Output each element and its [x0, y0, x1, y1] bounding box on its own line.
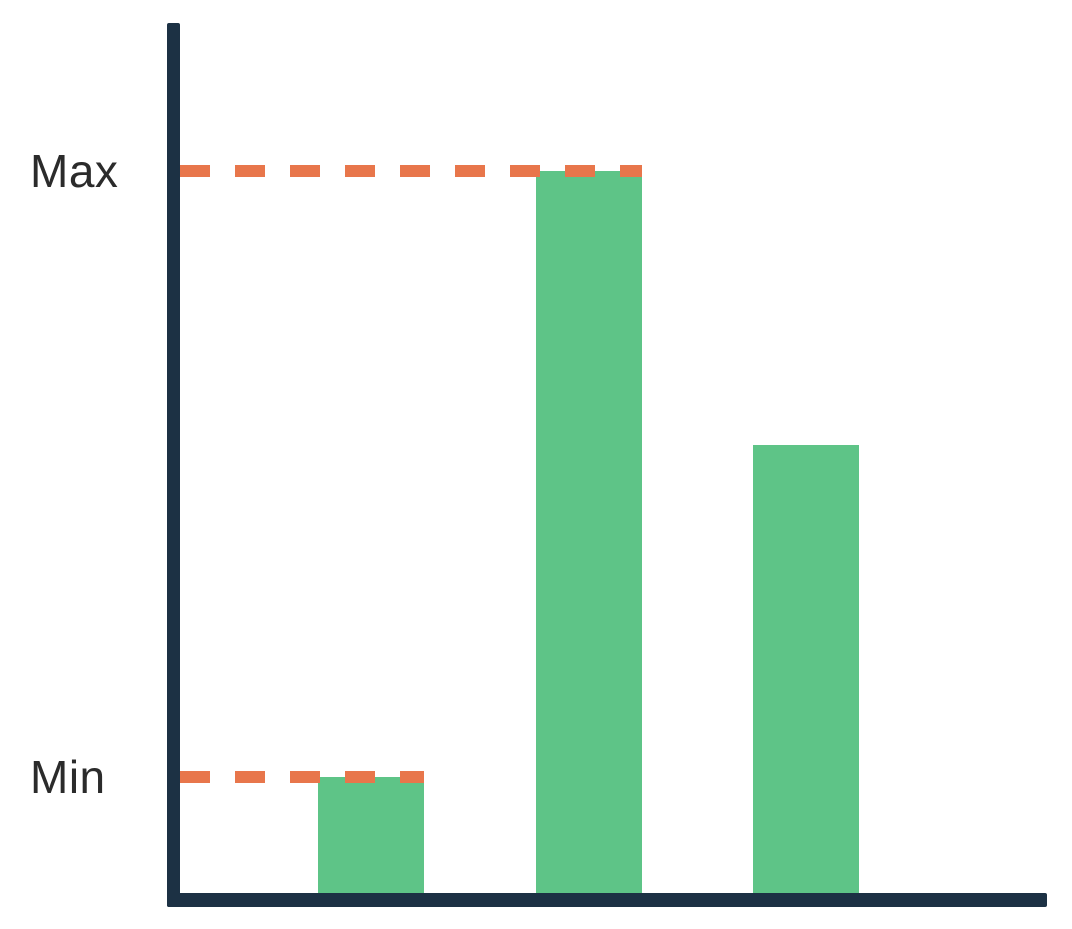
min-label: Min	[30, 751, 106, 803]
x-axis	[167, 893, 1047, 907]
max-dashed-line	[180, 165, 642, 177]
max-label: Max	[30, 145, 119, 197]
min-dashed-line	[180, 771, 424, 783]
bar-1	[318, 777, 424, 893]
bar-2	[536, 171, 642, 893]
y-axis	[167, 23, 180, 907]
bar-3	[753, 445, 859, 893]
